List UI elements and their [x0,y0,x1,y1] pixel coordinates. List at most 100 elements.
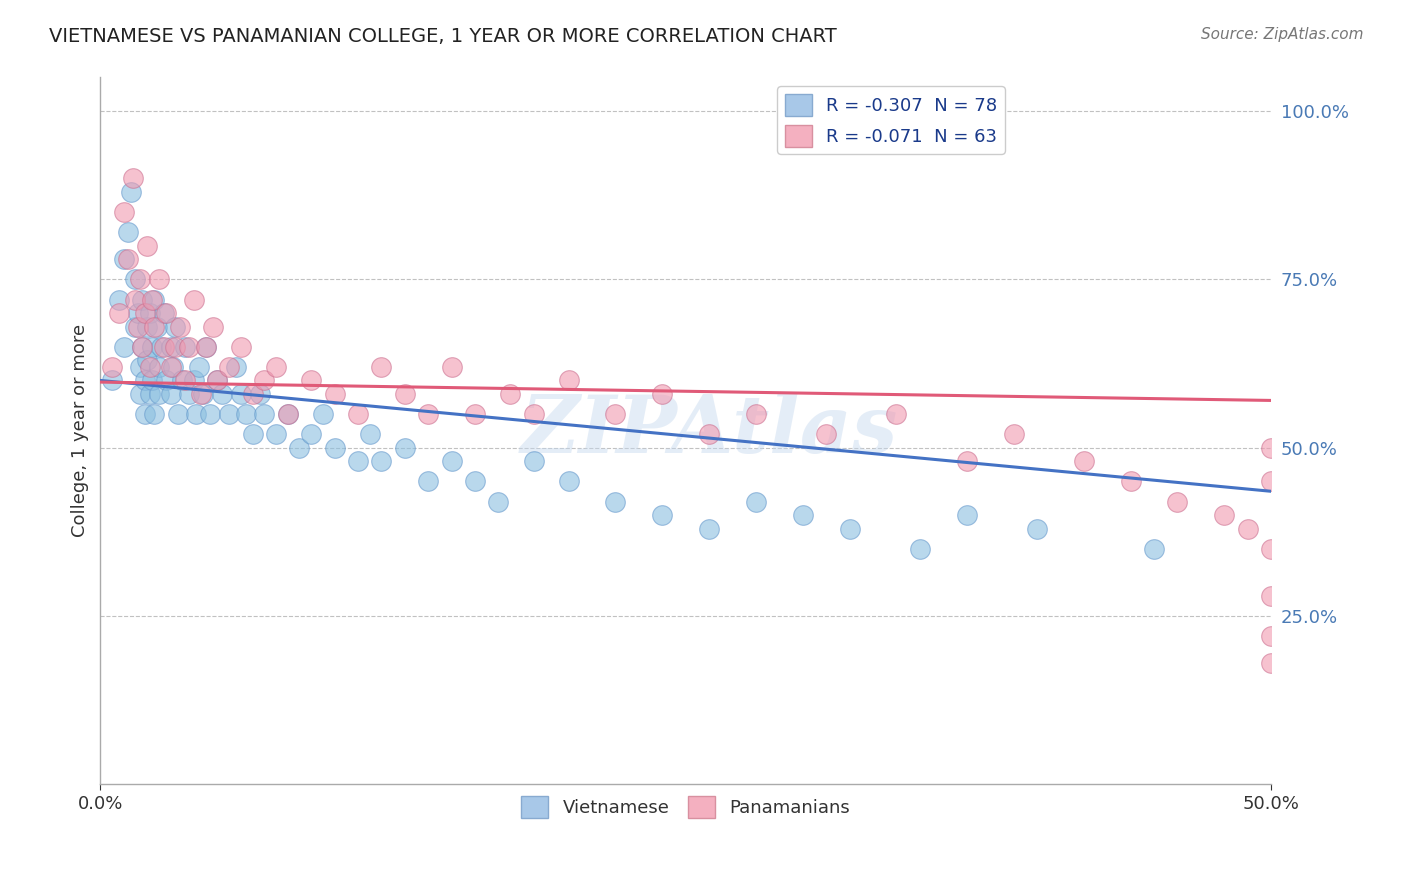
Point [136,319,159,334]
Point [394,441,416,455]
Point [138,387,160,401]
Point [1260,541,1282,556]
Point [347,407,370,421]
Point [108,293,131,307]
Point [134,373,156,387]
Point [697,427,720,442]
Point [440,359,463,374]
Point [131,293,153,307]
Point [117,252,139,267]
Point [288,441,311,455]
Point [159,340,181,354]
Point [165,319,187,334]
Point [190,387,212,401]
Point [1143,541,1166,556]
Point [486,494,509,508]
Point [169,319,191,334]
Point [651,508,673,522]
Point [651,387,673,401]
Point [165,340,187,354]
Point [200,407,222,421]
Text: Source: ZipAtlas.com: Source: ZipAtlas.com [1201,27,1364,42]
Point [745,407,768,421]
Point [299,427,322,442]
Point [229,340,252,354]
Point [792,508,814,522]
Point [1260,589,1282,603]
Point [886,407,908,421]
Point [370,359,392,374]
Point [155,306,177,320]
Point [605,494,627,508]
Point [162,359,184,374]
Point [1260,441,1282,455]
Point [127,319,149,334]
Y-axis label: College, 1 year or more: College, 1 year or more [72,325,89,538]
Point [120,185,142,199]
Point [131,340,153,354]
Point [440,454,463,468]
Point [522,407,544,421]
Point [207,373,229,387]
Point [418,475,440,489]
Point [155,373,177,387]
Legend: Vietnamese, Panamanians: Vietnamese, Panamanians [515,789,858,825]
Point [323,441,346,455]
Point [148,387,170,401]
Point [179,340,201,354]
Point [150,340,173,354]
Point [159,359,181,374]
Point [143,407,166,421]
Point [101,359,124,374]
Point [249,387,271,401]
Text: VIETNAMESE VS PANAMANIAN COLLEGE, 1 YEAR OR MORE CORRELATION CHART: VIETNAMESE VS PANAMANIAN COLLEGE, 1 YEAR… [49,27,837,45]
Point [347,454,370,468]
Point [370,454,392,468]
Point [242,387,264,401]
Point [207,373,229,387]
Point [745,494,768,508]
Point [122,171,145,186]
Point [277,407,299,421]
Point [124,293,146,307]
Point [522,454,544,468]
Point [129,359,152,374]
Point [138,359,160,374]
Point [179,387,201,401]
Point [143,293,166,307]
Point [117,225,139,239]
Point [183,293,205,307]
Point [129,387,152,401]
Point [159,387,181,401]
Point [464,475,486,489]
Point [218,407,240,421]
Point [172,373,194,387]
Point [253,407,276,421]
Point [166,407,188,421]
Point [312,407,335,421]
Point [605,407,627,421]
Text: ZIPAtlas: ZIPAtlas [520,392,898,470]
Point [1213,508,1236,522]
Point [1236,522,1258,536]
Point [264,359,287,374]
Point [235,407,257,421]
Point [1260,657,1282,671]
Point [201,319,224,334]
Point [218,359,240,374]
Point [277,407,299,421]
Point [1260,475,1282,489]
Point [148,359,170,374]
Point [145,319,167,334]
Point [152,306,174,320]
Point [394,387,416,401]
Point [131,340,153,354]
Point [124,272,146,286]
Point [141,293,163,307]
Point [127,306,149,320]
Point [143,319,166,334]
Point [112,252,135,267]
Point [187,359,209,374]
Point [152,340,174,354]
Point [129,272,152,286]
